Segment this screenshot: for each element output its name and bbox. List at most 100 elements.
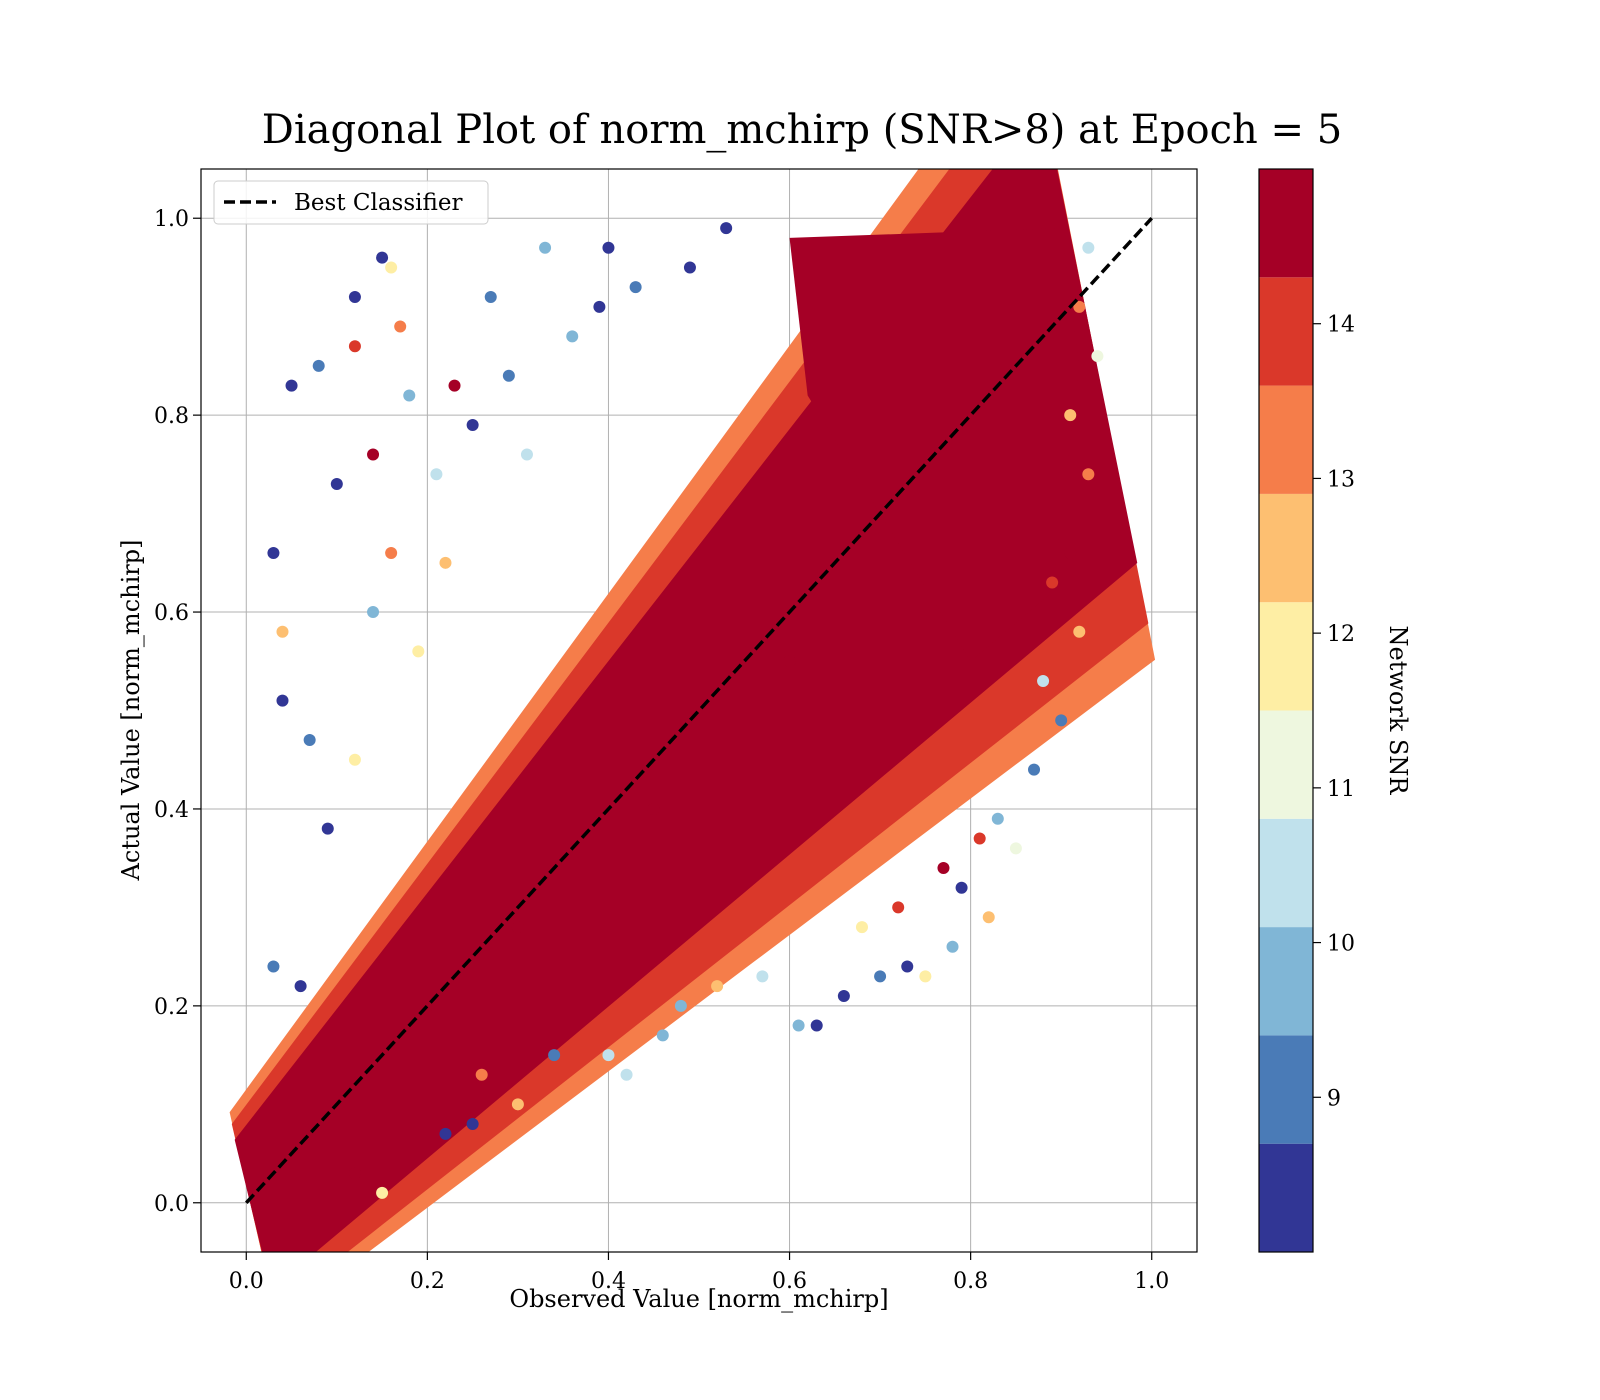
- scatter-point: [439, 556, 452, 569]
- scatter-point: [276, 694, 289, 707]
- colorbar-frame: [1258, 168, 1314, 1253]
- colorbar-bin: [1259, 169, 1313, 278]
- scatter-point: [656, 1029, 669, 1042]
- scatter-point: [937, 862, 950, 875]
- scatter-point: [991, 812, 1004, 825]
- scatter-point: [1091, 350, 1104, 363]
- scatter-point: [367, 448, 380, 461]
- x-tick-label: 0.6: [772, 1269, 807, 1294]
- scatter-point: [674, 999, 687, 1012]
- scatter-point: [1073, 300, 1086, 313]
- scatter-point: [1028, 763, 1041, 776]
- scatter-point: [973, 832, 986, 845]
- colorbar-tick-label: 10: [1327, 932, 1355, 957]
- scatter-point: [502, 369, 515, 382]
- axis-ticks: 0.0 0.2 0.4 0.6 0.8 1.0 0.0 0.2 0.4 0.6 0.8 1.0: [154, 207, 1169, 1294]
- scatter-point: [348, 340, 361, 353]
- scatter-point: [1082, 468, 1095, 481]
- legend: Best Classifier: [213, 180, 489, 225]
- scatter-point: [466, 1118, 479, 1131]
- scatter-point: [475, 1068, 488, 1081]
- colorbar-bin: [1259, 818, 1313, 928]
- y-axis-label: Actual Value [norm_mchirp]: [117, 540, 145, 882]
- scatter-point: [430, 468, 443, 481]
- scatter-point: [367, 606, 380, 619]
- scatter-point: [376, 251, 389, 264]
- colorbar-tick-label: 9: [1327, 1086, 1341, 1111]
- y-tick-label: 0.8: [154, 404, 189, 429]
- scatter-point: [312, 359, 325, 372]
- scatter-point: [783, 655, 796, 668]
- scatter-point: [385, 261, 398, 274]
- scatter-point: [946, 940, 959, 953]
- colorbar-tick-label: 13: [1327, 467, 1355, 492]
- scatter-point: [1082, 241, 1095, 254]
- x-tick-label: 0.8: [953, 1269, 988, 1294]
- scatter-point: [647, 802, 660, 815]
- scatter-point: [982, 911, 995, 924]
- scatter-point: [837, 990, 850, 1003]
- scatter-point: [1037, 674, 1050, 687]
- scatter-point: [267, 546, 280, 559]
- scatter-point: [855, 921, 868, 934]
- colorbar-bin: [1259, 493, 1313, 603]
- scatter-point: [385, 546, 398, 559]
- colorbar-tick-label: 11: [1327, 777, 1355, 802]
- scatter-points: [267, 222, 1104, 1199]
- colorbar-bin: [1259, 710, 1313, 819]
- scatter-point: [810, 1019, 823, 1032]
- colorbar-bin: [1259, 385, 1313, 494]
- scatter-point: [303, 734, 316, 747]
- scatter-point: [683, 261, 696, 274]
- scatter-point: [711, 980, 724, 993]
- scatter-point: [892, 901, 905, 914]
- scatter-point: [267, 960, 280, 973]
- scatter-point: [593, 300, 606, 313]
- scatter-point: [376, 1186, 389, 1199]
- x-tick-label: 0.4: [591, 1269, 626, 1294]
- legend-box: [213, 180, 489, 225]
- y-tick-label: 1.0: [154, 207, 189, 232]
- scatter-point: [602, 1049, 615, 1062]
- scatter-point: [901, 960, 914, 973]
- scatter-point: [955, 881, 968, 894]
- scatter-point: [394, 320, 407, 333]
- scatter-point: [511, 1098, 524, 1111]
- colorbar-ticks: 9 10 11 12 13 14: [1313, 313, 1355, 1111]
- colorbar-bin: [1259, 1143, 1313, 1252]
- scatter-point: [321, 822, 334, 835]
- colorbar-bin: [1259, 277, 1313, 386]
- best-classifier-line: [244, 217, 1154, 1204]
- x-axis-label: Observed Value [norm_mchirp]: [509, 1285, 888, 1313]
- x-tick-label: 1.0: [1134, 1269, 1169, 1294]
- scatter-point: [466, 418, 479, 431]
- scatter-point: [520, 448, 533, 461]
- plot-frame: [200, 168, 1198, 1253]
- scatter-point: [348, 290, 361, 303]
- scatter-point: [439, 1127, 452, 1140]
- colorbar-bin: [1259, 602, 1313, 711]
- scatter-point: [792, 1019, 805, 1032]
- scatter-point: [919, 970, 932, 983]
- scatter-point: [1046, 576, 1059, 589]
- scatter-point: [1055, 714, 1068, 727]
- scatter-point: [602, 241, 615, 254]
- colorbar-label: Network SNR: [1384, 626, 1412, 796]
- y-tick-label: 0.2: [154, 995, 189, 1020]
- legend-label: Best Classifier: [294, 190, 462, 216]
- colorbar-tick-label: 14: [1327, 313, 1355, 338]
- y-tick-label: 0.0: [154, 1192, 189, 1217]
- scatter-point: [294, 980, 307, 993]
- y-tick-label: 0.6: [154, 601, 189, 626]
- colorbar-tick-label: 12: [1327, 622, 1355, 647]
- scatter-point: [348, 1167, 361, 1180]
- scatter-point: [412, 645, 425, 658]
- scatter-point: [348, 753, 361, 766]
- chart-title: Diagonal Plot of norm_mchirp (SNR>8) at …: [262, 107, 1342, 153]
- scatter-point: [276, 625, 289, 638]
- scatter-point: [285, 379, 298, 392]
- scatter-point: [629, 281, 642, 294]
- colorbar-bin: [1259, 1035, 1313, 1144]
- scatter-point: [1009, 842, 1022, 855]
